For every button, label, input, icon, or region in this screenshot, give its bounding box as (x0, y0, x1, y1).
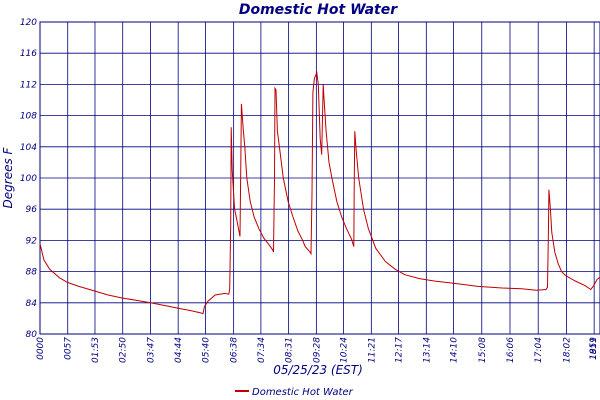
x-tick-label: 1859 (589, 337, 599, 360)
y-tick-label: 108 (20, 112, 37, 122)
x-tick-label: 15:08 (478, 337, 488, 363)
domestic-hot-water-series-line (39, 70, 600, 315)
y-axis-title: Degrees F (1, 146, 15, 208)
grid-lines (39, 21, 600, 335)
x-tick-label: 06:38 (230, 337, 240, 363)
y-tick-label: 96 (26, 205, 38, 215)
x-tick-label: 07:34 (257, 337, 267, 363)
x-tick-label: 08:31 (285, 337, 295, 363)
y-tick-label: 120 (20, 18, 37, 28)
x-tick-label: 01:53 (91, 337, 101, 363)
x-tick-label: 14:10 (450, 337, 460, 363)
x-tick-label: 10:24 (340, 337, 350, 363)
legend: Domestic Hot Water (235, 387, 354, 398)
y-tick-label: 100 (20, 174, 37, 184)
x-tick-label: 1911 (589, 337, 599, 360)
x-tick-label: 12:17 (395, 337, 405, 363)
x-tick-label: 11:21 (367, 337, 377, 363)
x-tick-label: 0057 (64, 337, 74, 360)
x-tick-label: 03:47 (146, 337, 156, 363)
y-tick-label: 116 (20, 49, 37, 59)
y-tick-label: 92 (26, 236, 38, 246)
x-tick-label: 09:28 (312, 337, 322, 363)
chart-title: Domestic Hot Water (239, 2, 398, 18)
y-tick-label: 88 (26, 268, 38, 278)
x-axis-title: 05/25/23 (EST) (273, 363, 363, 377)
y-tick-label: 112 (20, 80, 37, 90)
x-tick-label: 16:06 (506, 337, 516, 363)
x-tick-label: 17:04 (534, 337, 544, 363)
x-axis-tick-labels: 0000 0057 01:53 02:50 03:47 04:44 05:40 06:38 07… (36, 337, 599, 363)
x-tick-label: 0000 (36, 337, 46, 360)
y-axis-tick-labels: 80 84 88 92 96 100 104 108 112 116 120 (20, 18, 37, 340)
y-tick-label: 84 (26, 299, 38, 309)
x-tick-label: 05:40 (201, 337, 211, 363)
x-tick-label: 02:50 (119, 337, 129, 363)
x-tick-label: 18:02 (562, 337, 572, 363)
x-tick-label: 04:44 (174, 337, 184, 363)
y-tick-label: 80 (26, 330, 38, 340)
legend-label: Domestic Hot Water (252, 387, 354, 398)
y-tick-label: 104 (20, 143, 37, 153)
plot-area-frame (39, 21, 600, 335)
x-tick-label: 13:14 (422, 337, 432, 363)
